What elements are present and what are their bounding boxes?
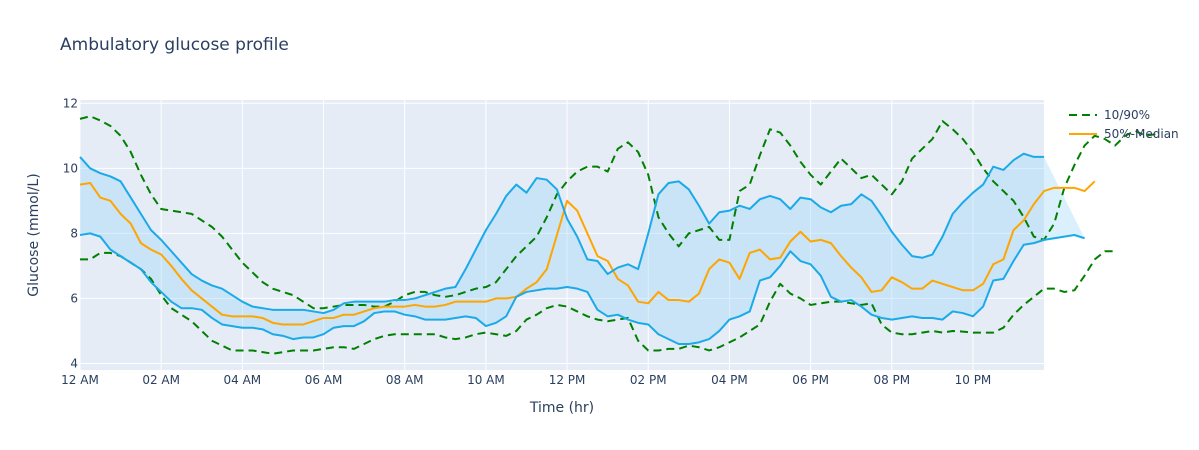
- gridlines: [79, 100, 1044, 370]
- x-tick-label: 02 AM: [142, 373, 180, 387]
- series-line-0: [79, 115, 1156, 310]
- x-tick-label: 12 PM: [549, 373, 586, 387]
- y-tick-label: 12: [63, 96, 78, 110]
- y-tick-labels: 4 6 8 10 12: [63, 96, 78, 370]
- x-tick-label: 04 PM: [711, 373, 748, 387]
- series-line-2: [79, 180, 1096, 326]
- series-line-3: [79, 232, 1085, 345]
- chart-title: Ambulatory glucose profile: [60, 35, 289, 55]
- legend-label: 50%-Median: [1104, 127, 1179, 141]
- y-tick-label: 6: [70, 291, 78, 305]
- x-tick-label: 08 AM: [386, 373, 424, 387]
- y-tick-label: 4: [70, 356, 78, 370]
- series-line-4: [79, 152, 1044, 315]
- x-tick-label: 02 PM: [630, 373, 667, 387]
- legend-label: 10/90%: [1104, 108, 1150, 122]
- y-axis-title: Glucose (mmol/L): [26, 173, 42, 296]
- y-tick-label: 10: [63, 161, 78, 175]
- legend[interactable]: 10/90% 50%-Median: [1069, 108, 1179, 141]
- x-tick-label: 04 AM: [224, 373, 262, 387]
- plot-background: [80, 100, 1044, 370]
- x-axis-title: Time (hr): [529, 400, 594, 416]
- x-tick-label: 12 AM: [61, 373, 99, 387]
- x-tick-label: 06 AM: [305, 373, 343, 387]
- x-tick-label: 10 AM: [467, 373, 505, 387]
- x-tick-label: 10 PM: [955, 373, 992, 387]
- y-tick-label: 8: [70, 226, 78, 240]
- x-tick-label: 06 PM: [792, 373, 829, 387]
- x-tick-label: 08 PM: [873, 373, 910, 387]
- series-line-1: [80, 250, 1116, 355]
- x-tick-labels: 12 AM 02 AM 04 AM 06 AM 08 AM 10 AM 12 PM 02 PM…: [61, 373, 991, 387]
- legend-item[interactable]: 10/90%: [1069, 108, 1150, 122]
- series-lines: [79, 115, 1156, 355]
- legend-item[interactable]: 50%-Median: [1069, 127, 1179, 141]
